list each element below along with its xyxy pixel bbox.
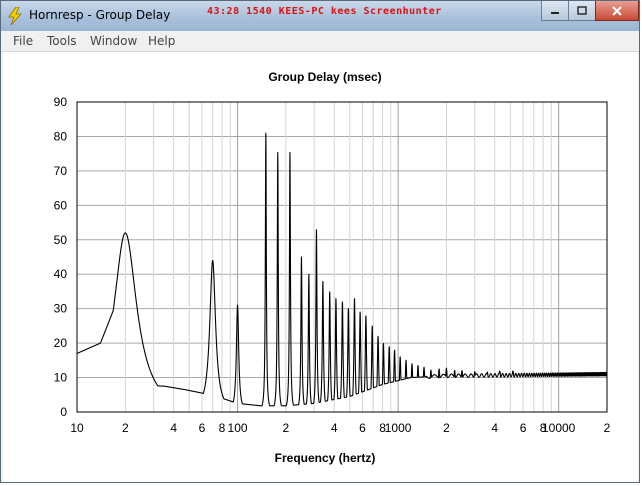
x-tick-label: 2 (122, 421, 129, 435)
y-tick-label: 50 (54, 233, 68, 247)
minimize-button[interactable] (541, 1, 569, 21)
close-button[interactable] (595, 1, 639, 21)
lightning-icon (8, 7, 22, 25)
chart-area: Group Delay (msec) 0 10 20 30 40 50 60 70 80 90 1… (3, 52, 638, 482)
x-tick-label: 6 (520, 421, 527, 435)
x-tick-label: 8 (379, 421, 386, 435)
maximize-button[interactable] (568, 1, 596, 21)
y-tick-label: 20 (54, 336, 68, 350)
minimize-icon (551, 11, 559, 14)
y-tick-label: 10 (54, 371, 68, 385)
x-tick-label: 8 (540, 421, 547, 435)
x-tick-label: 4 (170, 421, 177, 435)
x-tick-label: 10000 (542, 421, 576, 435)
group-delay-series-line (76, 132, 608, 407)
menu-file[interactable]: File (13, 34, 34, 48)
menu-tools[interactable]: Tools (47, 34, 77, 48)
series-layer (76, 132, 608, 407)
x-tick-label: 2 (443, 421, 450, 435)
menu-bar: File Tools Window Help (1, 31, 639, 52)
y-tick-label: 0 (60, 405, 67, 419)
x-tick-label: 6 (359, 421, 366, 435)
menu-help[interactable]: Help (148, 34, 176, 48)
x-tick-label: 8 (219, 421, 226, 435)
x-tick-label: 100 (228, 421, 248, 435)
screenshot-watermark: 43:28 1540 KEES-PC kees Screenhunter (207, 6, 442, 17)
y-tick-label: 40 (54, 267, 68, 281)
x-tick-label: 6 (199, 421, 206, 435)
x-tick-label: 1000 (385, 421, 412, 435)
x-tick-label: 4 (491, 421, 498, 435)
window-title: Hornresp - Group Delay (29, 8, 171, 22)
menu-window[interactable]: Window (90, 34, 138, 48)
y-tick-label: 70 (54, 164, 68, 178)
x-tick-label: 2 (604, 421, 611, 435)
y-tick-label: 90 (54, 95, 68, 109)
y-tick-label: 60 (54, 198, 68, 212)
y-tick-label: 30 (54, 302, 68, 316)
y-tick-label: 80 (54, 129, 68, 143)
close-icon (612, 5, 622, 16)
x-tick-label: 2 (283, 421, 290, 435)
title-bar[interactable]: Hornresp - Group Delay 43:28 1540 KEES-P… (1, 1, 639, 31)
x-tick-label: 10 (70, 421, 84, 435)
plot-frame (76, 101, 608, 413)
chart-title: Group Delay (msec) (268, 70, 381, 84)
x-axis-label: Frequency (hertz) (275, 451, 376, 465)
x-tick-label: 4 (331, 421, 338, 435)
maximize-icon (577, 5, 587, 15)
y-axis-ticks: 0 10 20 30 40 50 60 70 80 90 (54, 95, 68, 419)
